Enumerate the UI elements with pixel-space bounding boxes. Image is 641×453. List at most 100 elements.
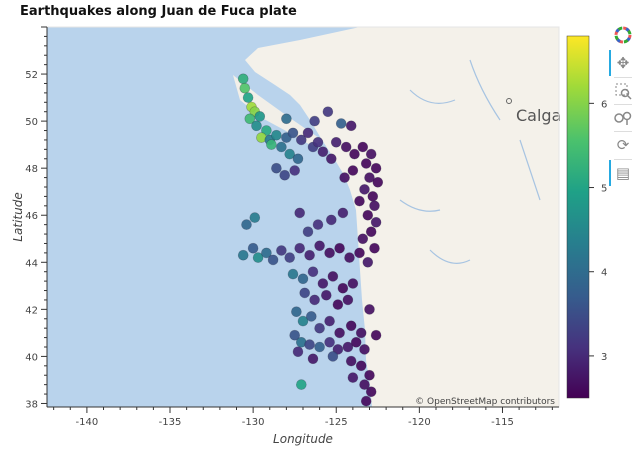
data-point xyxy=(292,346,304,358)
y-tick-label: 38 xyxy=(25,399,38,410)
data-point xyxy=(237,249,249,261)
data-point xyxy=(312,137,324,148)
data-point xyxy=(242,92,254,103)
data-point xyxy=(362,209,374,221)
data-point xyxy=(337,207,349,219)
x-tick-label: -135 xyxy=(159,417,182,428)
hover-active-indicator xyxy=(609,160,611,186)
data-point xyxy=(332,299,344,310)
data-point xyxy=(241,219,252,230)
data-point xyxy=(365,386,377,398)
data-point xyxy=(317,146,329,157)
data-point xyxy=(357,141,369,153)
y-axis-label: Latitude xyxy=(11,192,25,241)
toolbar-separator xyxy=(614,77,632,78)
wheel-zoom-icon[interactable] xyxy=(614,109,632,127)
data-point xyxy=(355,327,367,339)
y-tick-label: 48 xyxy=(25,164,38,175)
y-tick-label: 40 xyxy=(25,352,38,363)
data-point xyxy=(334,242,345,254)
data-point xyxy=(320,289,332,301)
map-attribution: © OpenStreetMap contributors xyxy=(415,397,555,407)
x-axis-label: Longitude xyxy=(273,432,333,446)
data-point xyxy=(284,252,296,263)
data-point xyxy=(345,320,357,332)
y-axis-ticks: 38 40 42 44 46 48 50 52 xyxy=(25,26,47,410)
y-tick-label: 44 xyxy=(25,258,38,269)
data-point xyxy=(271,162,282,174)
plot-toolbar: ✥ ⟳ ▤ xyxy=(608,26,636,196)
y-tick-label: 42 xyxy=(25,305,38,316)
data-point xyxy=(362,256,374,268)
toolbar-separator xyxy=(614,159,632,160)
data-point xyxy=(342,294,354,306)
data-point xyxy=(287,127,299,139)
data-point xyxy=(304,249,315,261)
bokeh-logo-icon[interactable] xyxy=(614,26,632,44)
x-tick-label: -115 xyxy=(491,417,514,428)
data-point xyxy=(284,148,296,160)
data-point xyxy=(354,195,365,207)
data-point xyxy=(314,240,325,252)
data-point xyxy=(334,327,345,339)
data-point xyxy=(281,113,292,125)
data-point xyxy=(249,212,261,223)
data-point xyxy=(266,139,277,150)
data-point xyxy=(309,294,320,306)
data-points xyxy=(237,73,384,407)
pan-active-indicator xyxy=(609,50,611,76)
data-point xyxy=(359,379,370,390)
data-point xyxy=(299,287,311,299)
data-point xyxy=(367,191,379,202)
data-point xyxy=(327,271,339,282)
data-point xyxy=(359,184,370,195)
data-point xyxy=(276,141,287,153)
colorbar-ticks: 3 4 5 6 xyxy=(589,99,607,363)
hover-tooltip-icon[interactable]: ▤ xyxy=(615,164,631,182)
data-point xyxy=(369,242,380,254)
data-point xyxy=(239,82,251,94)
data-point xyxy=(357,233,369,245)
data-point xyxy=(291,306,302,318)
data-point xyxy=(324,247,335,259)
data-point xyxy=(322,106,334,117)
x-axis-ticks: -140 -135 -130 -125 -120 -115 xyxy=(53,407,553,428)
data-point xyxy=(247,242,259,254)
data-point xyxy=(304,339,315,350)
data-point xyxy=(324,336,335,348)
box-zoom-icon[interactable] xyxy=(614,82,632,100)
x-tick-label: -120 xyxy=(408,417,431,428)
data-point xyxy=(325,214,337,226)
city-marker-icon xyxy=(506,98,512,104)
data-point xyxy=(327,351,339,362)
data-point xyxy=(345,355,357,367)
data-point xyxy=(364,172,375,183)
data-point xyxy=(337,282,349,294)
data-point xyxy=(369,200,380,212)
data-point xyxy=(345,120,357,132)
colorbar-tick-label: 5 xyxy=(601,184,607,195)
reset-icon[interactable]: ⟳ xyxy=(616,136,630,154)
data-point xyxy=(271,129,282,141)
data-point xyxy=(267,254,279,266)
data-point xyxy=(314,322,325,334)
data-point xyxy=(344,252,355,263)
x-tick-label: -140 xyxy=(76,417,99,428)
data-point xyxy=(289,329,301,341)
data-point xyxy=(297,315,309,327)
data-point xyxy=(347,278,359,289)
colorbar-tick-label: 4 xyxy=(601,268,607,279)
data-point xyxy=(370,329,382,341)
colorbar-tick-label: 6 xyxy=(601,99,607,110)
data-point xyxy=(307,266,319,278)
data-point xyxy=(324,315,335,327)
data-point xyxy=(295,379,307,390)
data-point xyxy=(350,336,362,348)
data-point xyxy=(355,360,367,372)
toolbar-separator xyxy=(614,131,632,132)
data-point xyxy=(287,268,299,280)
data-point xyxy=(370,217,382,228)
data-point xyxy=(261,247,272,259)
pan-icon[interactable]: ✥ xyxy=(616,54,630,72)
